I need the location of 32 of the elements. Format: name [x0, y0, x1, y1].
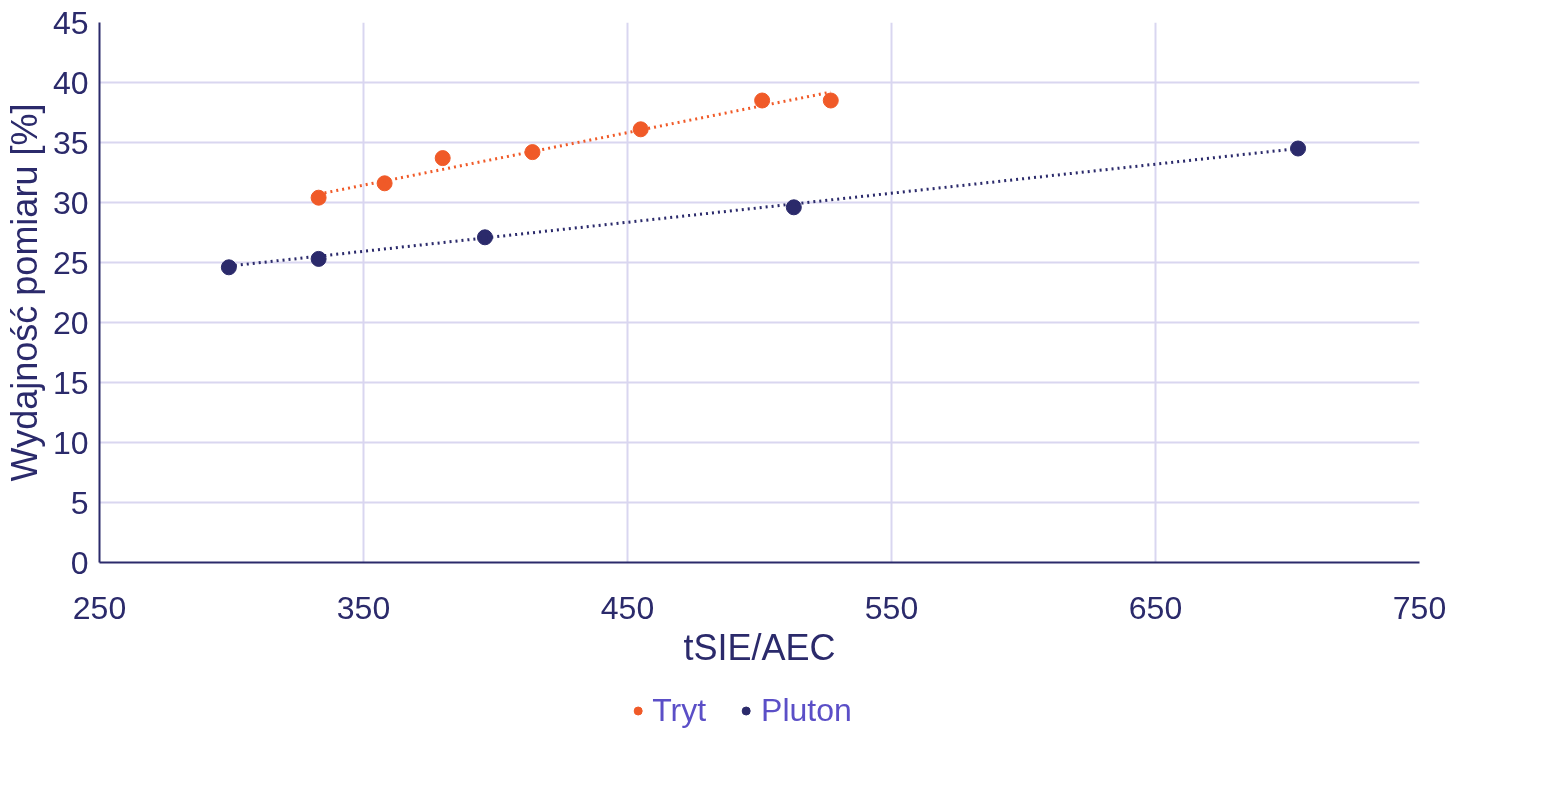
point	[632, 121, 649, 138]
y-tick-label: 0	[70, 544, 89, 581]
point	[524, 144, 541, 161]
x-tick-label: 350	[336, 589, 391, 626]
x-tick-label: 750	[1392, 589, 1447, 626]
y-axis-title: Wydajność pomiaru [%]	[3, 103, 45, 482]
y-tick-label: 5	[70, 484, 89, 521]
y-tick-label: 40	[52, 64, 89, 101]
point	[785, 199, 802, 216]
y-tick-label: 15	[52, 364, 89, 401]
y-tick-label: 45	[52, 4, 89, 41]
legend-label: Tryt	[652, 691, 707, 729]
y-tick-label: 25	[52, 244, 89, 281]
x-tick-label: 450	[600, 589, 655, 626]
point	[434, 150, 451, 167]
x-axis-title: tSIE/AEC	[683, 626, 836, 668]
point	[822, 92, 839, 109]
x-tick-label: 650	[1128, 589, 1183, 626]
y-tick-label: 30	[52, 184, 89, 221]
y-tick-label: 20	[52, 304, 89, 341]
point	[310, 250, 327, 267]
y-tick-label: 10	[52, 424, 89, 461]
point	[1290, 140, 1307, 157]
point	[310, 189, 327, 206]
point	[476, 229, 493, 246]
point	[754, 92, 771, 109]
legend-label: Pluton	[761, 691, 852, 729]
x-tick-label: 550	[864, 589, 919, 626]
point	[220, 259, 237, 276]
y-tick-label: 35	[52, 124, 89, 161]
point	[376, 175, 393, 192]
x-tick-label: 250	[72, 589, 127, 626]
